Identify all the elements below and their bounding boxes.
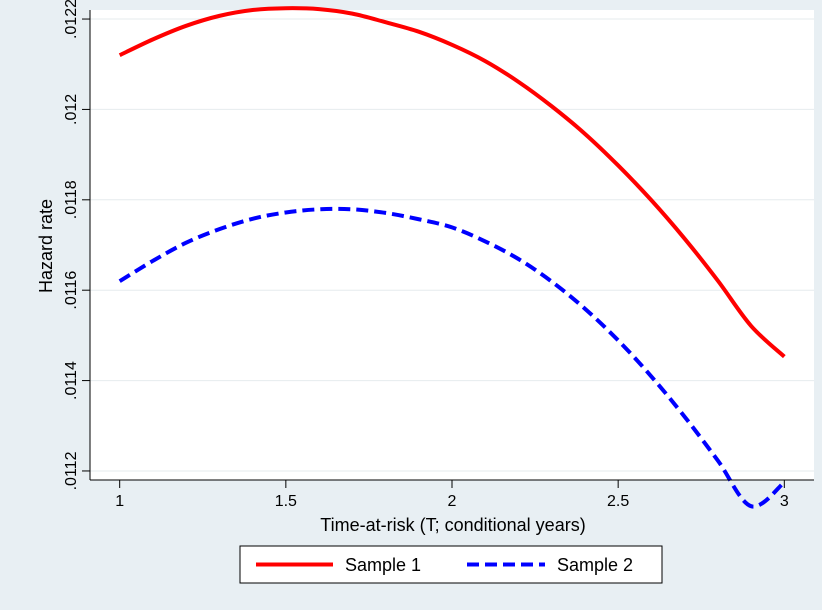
y-tick-label: .0112 xyxy=(63,451,80,490)
legend-label-sample-1: Sample 1 xyxy=(345,555,421,575)
y-tick-label: .0122 xyxy=(63,0,80,39)
series-line-sample-1 xyxy=(118,6,786,359)
y-tick-label: .0118 xyxy=(63,180,80,219)
legend-label-sample-2: Sample 2 xyxy=(557,555,633,575)
axes: .0112 .0114 .0116 .0118 .012 .0122 1 1.5 2 2.5 3 xyxy=(63,0,814,510)
x-tick-label: 3 xyxy=(780,493,789,510)
y-axis-label: Hazard rate xyxy=(36,199,56,293)
y-tick-label: .0116 xyxy=(63,271,80,310)
y-tick-label: .0114 xyxy=(63,361,80,400)
y-tick-label: .012 xyxy=(63,94,80,125)
x-tick-label: 1.5 xyxy=(275,493,297,510)
plot-background xyxy=(90,10,814,480)
x-tick-label: 2.5 xyxy=(607,493,629,510)
x-axis-label: Time-at-risk (T; conditional years) xyxy=(320,515,585,535)
series-line-sample-2 xyxy=(118,206,786,509)
x-tick-label: 1 xyxy=(115,493,124,510)
x-tick-label: 2 xyxy=(448,493,457,510)
legend: Sample 1 Sample 2 xyxy=(239,545,663,584)
series-lines xyxy=(118,6,786,509)
